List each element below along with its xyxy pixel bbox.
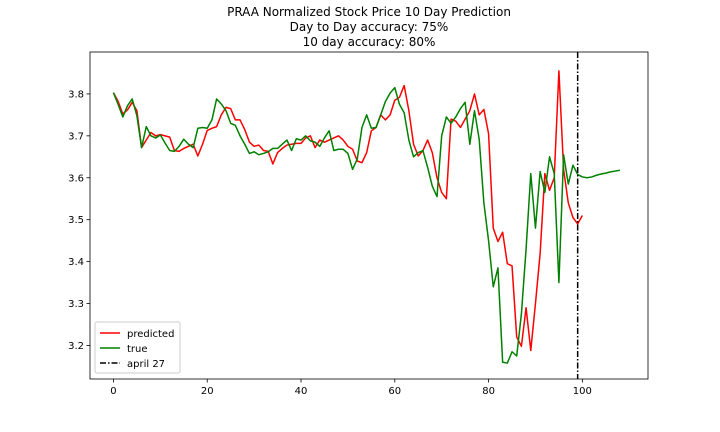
plot-frame (89, 51, 649, 380)
series-line-true (112, 86, 621, 364)
legend-box (94, 321, 181, 374)
y-tick-label: 3.5 (68, 215, 84, 226)
x-axis: 0 20 40 60 80 100 (110, 379, 592, 397)
legend-label-true: true (127, 344, 148, 355)
y-tick-label: 3.3 (68, 299, 84, 310)
y-tick-label: 3.4 (68, 257, 84, 268)
x-tick-label: 100 (573, 386, 592, 397)
x-tick-label: 20 (201, 386, 214, 397)
legend: predicted true april 27 (94, 321, 181, 374)
chart-subtitle-line-2: 10 day accuracy: 80% (303, 35, 436, 49)
legend-label-predicted: predicted (127, 329, 174, 340)
x-tick-label: 0 (110, 386, 116, 397)
legend-label-april-27: april 27 (127, 359, 165, 370)
y-tick-label: 3.7 (68, 131, 84, 142)
x-tick-label: 40 (295, 386, 308, 397)
x-tick-label: 60 (388, 386, 401, 397)
y-tick-label: 3.6 (68, 173, 84, 184)
x-tick-label: 80 (482, 386, 495, 397)
series-line-predicted (112, 70, 584, 352)
chart-subtitle-line-1: Day to Day accuracy: 75% (290, 20, 449, 34)
y-tick-label: 3.2 (68, 341, 84, 352)
y-axis: 3.2 3.3 3.4 3.5 3.6 3.7 3.8 (68, 89, 90, 352)
plot-area (112, 52, 621, 379)
y-tick-label: 3.8 (68, 89, 84, 100)
chart-title: PRAA Normalized Stock Price 10 Day Predi… (227, 5, 511, 19)
